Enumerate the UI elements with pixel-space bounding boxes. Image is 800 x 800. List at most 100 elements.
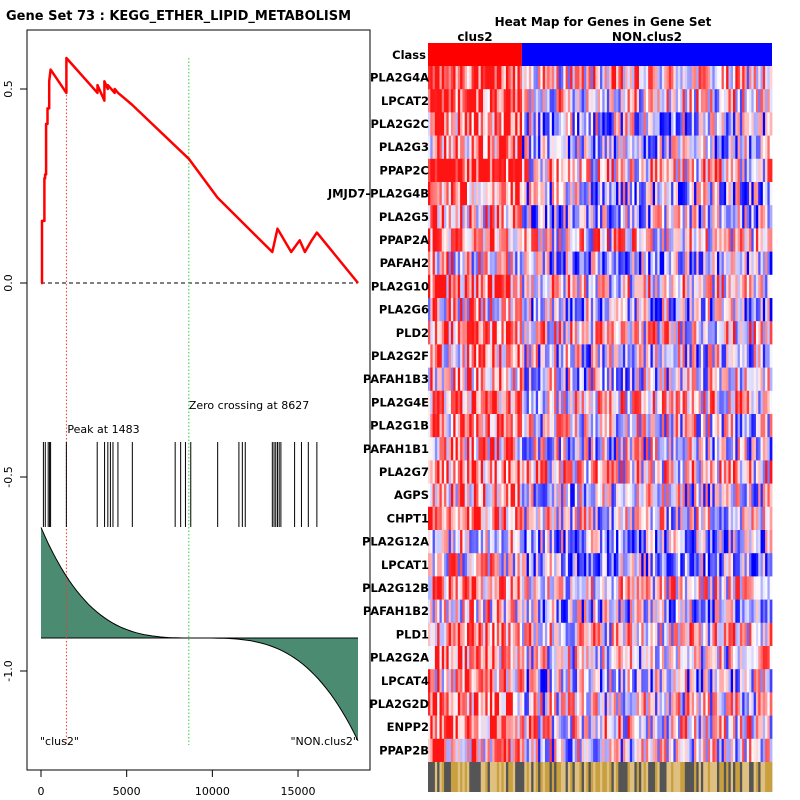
heatmap-cell	[446, 553, 450, 577]
heatmap-cell	[453, 158, 456, 183]
heatmap-cell	[466, 66, 470, 90]
heatmap-cell	[712, 553, 716, 577]
heatmap-cell	[563, 576, 566, 600]
heatmap-cell	[737, 437, 741, 461]
heatmap-cell	[650, 483, 654, 508]
heatmap-cell	[680, 646, 683, 670]
heatmap-cell	[574, 321, 578, 345]
heatmap-cell	[476, 89, 479, 113]
heatmap-cell	[675, 251, 679, 276]
heatmap-cell	[522, 669, 525, 693]
heatmap-cell	[760, 112, 764, 136]
heatmap-cell	[535, 274, 539, 299]
heatmap-cell	[705, 669, 709, 693]
heatmap-cell	[590, 274, 594, 299]
heatmap-cell	[473, 112, 477, 136]
heatmap-cell	[762, 483, 766, 508]
heatmap-cell	[430, 89, 433, 113]
heatmap-cell	[760, 158, 764, 183]
heatmap-cell	[703, 553, 706, 577]
heatmap-cell	[680, 530, 683, 554]
heatmap-cell	[755, 599, 759, 624]
heatmap-cell	[755, 506, 759, 531]
heatmap-cell	[430, 553, 433, 577]
heatmap-cell	[710, 367, 713, 392]
heatmap-cell	[755, 483, 759, 508]
heatmap-cell	[480, 460, 484, 484]
heatmap-cell	[464, 506, 468, 531]
heatmap-cell	[627, 483, 631, 508]
heatmap-cell	[563, 437, 566, 461]
heatmap-cell	[565, 205, 569, 229]
heatmap-cell	[574, 506, 578, 531]
heatmap-cell	[682, 298, 686, 322]
heatmap-cell	[762, 646, 766, 670]
heatmap-cell	[742, 390, 745, 415]
heatmap-cell	[687, 89, 690, 113]
heatmap-cell	[723, 530, 727, 554]
heatmap-cell	[554, 66, 557, 90]
heatmap-cell	[716, 298, 720, 322]
heatmap-cell	[744, 367, 748, 392]
heatmap-cell	[581, 390, 585, 415]
heatmap-cell	[577, 158, 580, 183]
sample-strip-cell	[453, 762, 456, 792]
heatmap-row	[428, 414, 773, 438]
heatmap-cell	[616, 66, 619, 90]
heatmap-cell	[687, 460, 690, 484]
heatmap-cell	[448, 228, 452, 252]
heatmap-cell	[480, 112, 484, 136]
heatmap-cell	[586, 460, 589, 484]
heatmap-cell	[613, 89, 617, 113]
heatmap-cell	[733, 414, 736, 438]
heatmap-cell	[638, 646, 642, 670]
heatmap-cell	[476, 715, 479, 740]
heatmap-cell	[632, 483, 635, 508]
heatmap-cell	[455, 112, 459, 136]
heatmap-cell	[643, 530, 647, 554]
heatmap-cell	[657, 576, 661, 600]
heatmap-cell	[450, 298, 454, 322]
heatmap-cell	[661, 576, 665, 600]
heatmap-cell	[684, 89, 688, 113]
heatmap-cell	[593, 506, 596, 531]
heatmap-cell	[483, 599, 486, 624]
heatmap-cell	[705, 622, 709, 647]
heatmap-cell	[671, 112, 674, 136]
heatmap-cell	[668, 205, 672, 229]
heatmap-cell	[528, 530, 532, 554]
heatmap-cell	[733, 715, 736, 740]
heatmap-cell	[634, 251, 638, 276]
gene-label: CHPT1	[387, 511, 429, 525]
heatmap-cell	[441, 298, 445, 322]
heatmap-cell	[707, 274, 711, 299]
heatmap-cell	[450, 460, 454, 484]
heatmap-cell	[707, 390, 711, 415]
heatmap-cell	[643, 414, 647, 438]
heatmap-cell	[602, 182, 605, 206]
heatmap-cell	[492, 89, 495, 113]
heatmap-cell	[538, 112, 541, 136]
heatmap-cell	[730, 715, 734, 740]
heatmap-row	[428, 646, 773, 670]
heatmap-cell	[460, 437, 463, 461]
heatmap-cell	[597, 414, 601, 438]
heatmap-cell	[666, 646, 670, 670]
heatmap-cell	[687, 228, 690, 252]
heatmap-cell	[671, 89, 674, 113]
heatmap-cell	[629, 182, 633, 206]
heatmap-cell	[668, 182, 672, 206]
heatmap-cell	[765, 414, 768, 438]
heatmap-cell	[618, 530, 622, 554]
heatmap-cell	[496, 274, 500, 299]
heatmap-cell	[437, 367, 440, 392]
heatmap-cell	[563, 460, 566, 484]
heatmap-cell	[462, 112, 466, 136]
heatmap-cell	[496, 321, 500, 345]
heatmap-cell	[597, 321, 601, 345]
heatmap-cell	[613, 599, 617, 624]
heatmap-cell	[687, 414, 690, 438]
heatmap-cell	[714, 622, 718, 647]
heatmap-cell	[634, 298, 638, 322]
heatmap-cell	[687, 182, 690, 206]
